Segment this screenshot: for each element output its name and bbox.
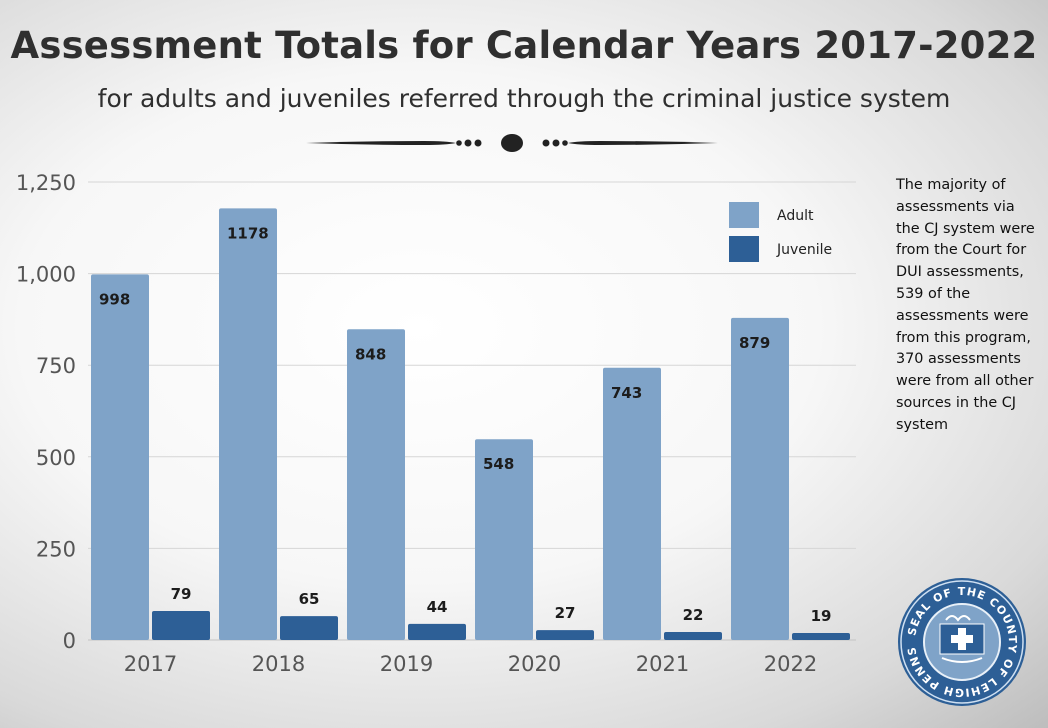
legend-swatch-adult <box>729 202 759 228</box>
bar-juvenile-2022 <box>792 633 850 640</box>
y-tick-label: 250 <box>36 537 76 561</box>
x-tick-label: 2019 <box>380 652 433 676</box>
bar-adult-2018 <box>219 208 277 640</box>
side-note: The majority of assessments via the CJ s… <box>896 177 1035 433</box>
data-label-juvenile: 44 <box>427 598 448 616</box>
data-label-juvenile: 79 <box>171 585 192 603</box>
bar-juvenile-2019 <box>408 623 466 640</box>
bar-adult-2017 <box>91 274 149 640</box>
data-label-juvenile: 22 <box>683 606 704 624</box>
ornamental-divider <box>306 134 718 152</box>
bar-juvenile-2021 <box>664 631 722 640</box>
data-label-juvenile: 65 <box>299 590 320 608</box>
x-tick-label: 2018 <box>252 652 305 676</box>
y-tick-label: 1,000 <box>16 263 76 287</box>
bar-adult-2022 <box>731 317 789 640</box>
y-tick-label: 500 <box>36 446 76 470</box>
data-label-adult: 879 <box>739 334 770 352</box>
data-label-adult: 848 <box>355 345 386 363</box>
x-tick-label: 2020 <box>508 652 561 676</box>
legend-swatch-juvenile <box>729 236 759 262</box>
county-seal-icon: SEAL OF THE COUNTY OF LEHIGH PENNSYLVANI… <box>896 572 1026 706</box>
data-label-juvenile: 27 <box>555 604 576 622</box>
bar-adult-2020 <box>475 439 533 640</box>
y-tick-label: 750 <box>36 354 76 378</box>
data-label-adult: 998 <box>99 290 130 308</box>
legend-label-juvenile: Juvenile <box>776 242 832 258</box>
x-tick-label: 2021 <box>636 652 689 676</box>
y-tick-label: 1,250 <box>16 171 76 195</box>
bar-adult-2021 <box>603 367 661 640</box>
data-label-adult: 1178 <box>227 224 269 242</box>
legend-label-adult: Adult <box>777 208 814 224</box>
data-label-juvenile: 19 <box>811 607 832 625</box>
y-tick-label: 0 <box>63 629 76 653</box>
bar-juvenile-2018 <box>280 616 338 640</box>
bar-chart: 0 250 500 750 1,000 1,250 998 79 2017 1178 65 2018 8… <box>16 171 856 676</box>
data-label-adult: 548 <box>483 455 514 473</box>
x-tick-label: 2017 <box>124 652 177 676</box>
chart-title: Assessment Totals for Calendar Years 201… <box>10 24 1038 67</box>
bar-adult-2019 <box>347 329 405 640</box>
bar-juvenile-2017 <box>152 611 210 640</box>
x-tick-label: 2022 <box>764 652 817 676</box>
data-label-adult: 743 <box>611 384 642 402</box>
chart-subtitle: for adults and juveniles referred throug… <box>97 84 951 113</box>
bar-juvenile-2020 <box>536 630 594 640</box>
